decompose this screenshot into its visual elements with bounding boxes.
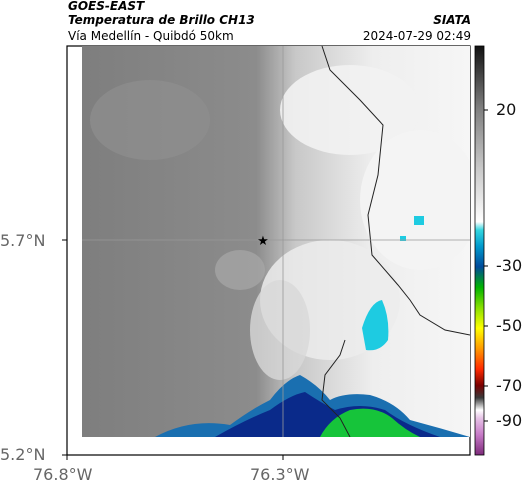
convective-core-coldest (320, 408, 420, 437)
cold-cloud-patch (362, 300, 389, 351)
route-subtitle: Vía Medellín - Quibdó 50km (68, 29, 234, 43)
cloud-patch (250, 280, 310, 380)
satellite-title: GOES-EAST (68, 0, 145, 13)
lon-tick-label: 76.3°W (250, 465, 310, 484)
cloud-patch (215, 250, 265, 290)
colorbar-label: -30 (496, 256, 523, 275)
star-icon: ★ (257, 234, 269, 249)
colorbar-label: -90 (496, 411, 523, 430)
colorbar-label: -70 (496, 376, 523, 395)
cloud-patch (280, 65, 420, 155)
department-border (321, 46, 470, 336)
timestamp-label: 2024-07-29 02:49 (362, 29, 471, 43)
product-title: Temperatura de Brillo CH13 (68, 13, 255, 27)
department-border (321, 339, 351, 437)
colorbar-label: -50 (496, 316, 523, 335)
cold-cloud-patch (400, 236, 406, 241)
colorbar-label: 20 (496, 100, 517, 119)
brand-label: SIATA (433, 13, 471, 27)
colorbar (474, 45, 485, 456)
cloud-patch (360, 130, 470, 270)
lat-tick-label: 5.7°N (0, 231, 46, 250)
cold-cloud-patch (414, 216, 424, 225)
lon-tick-label: 76.8°W (33, 465, 93, 484)
brightness-temperature-field: ★ (82, 46, 470, 437)
lat-tick-label: 5.2°N (0, 445, 46, 464)
cloud-patch (90, 80, 210, 160)
